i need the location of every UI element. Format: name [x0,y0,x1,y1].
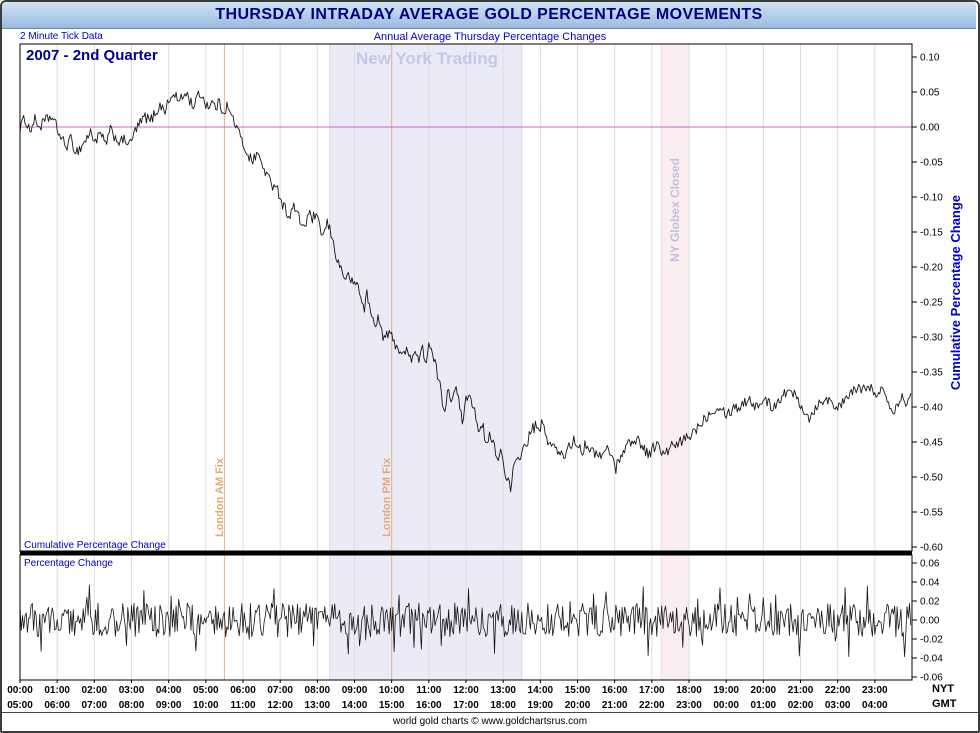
y-tick-label: -0.60 [920,543,943,554]
x-label-gmt: 00:00 [713,700,739,711]
x-label-nyt: 10:00 [379,685,405,696]
gmt-axis-tag: GMT [932,698,957,710]
nyt-axis-tag: NYT [932,683,954,695]
cumulative-series [19,90,912,493]
x-label-gmt: 21:00 [602,700,628,711]
london-pm-fix-label: London PM Fix [381,458,393,537]
y-tick-label: -0.35 [920,368,943,379]
y-tick-label: 0.00 [920,616,940,627]
chart-subtitle: Annual Average Thursday Percentage Chang… [373,31,607,43]
y-tick-label: -0.45 [920,438,943,449]
x-label-gmt: 08:00 [119,700,145,711]
y-tick-label: 0.00 [920,123,940,134]
y-tick-label: 0.10 [920,53,940,64]
footer-divider [2,712,978,713]
y-tick-label: -0.15 [920,228,943,239]
y-tick-label: -0.40 [920,403,943,414]
x-label-nyt: 21:00 [788,685,814,696]
percentage-panel-label: Percentage Change [24,558,113,569]
x-label-nyt: 11:00 [416,685,441,696]
x-label-gmt: 16:00 [416,700,442,711]
y-tick-label: -0.04 [920,654,943,665]
x-label-gmt: 01:00 [751,700,777,711]
panel-divider [20,551,912,555]
x-label-nyt: 07:00 [267,685,293,696]
london-am-fix-label: London AM Fix [214,458,226,538]
x-label-nyt: 05:00 [193,685,219,696]
x-label-nyt: 13:00 [490,685,516,696]
x-label-gmt: 06:00 [44,700,70,711]
x-label-gmt: 17:00 [453,700,479,711]
x-label-nyt: 23:00 [862,685,888,696]
x-label-nyt: 20:00 [751,685,777,696]
x-label-nyt: 17:00 [639,685,665,696]
x-label-gmt: 04:00 [862,700,888,711]
ny-trading-label: New York Trading [355,49,499,68]
x-label-nyt: 15:00 [565,685,591,696]
y-tick-label: 0.05 [920,88,940,99]
globex-closed-label: NY Globex Closed [668,158,682,262]
x-label-nyt: 08:00 [305,685,331,696]
x-label-gmt: 23:00 [676,700,702,711]
x-label-gmt: 22:00 [639,700,665,711]
x-label-gmt: 19:00 [528,700,554,711]
y-tick-label: 0.02 [920,597,940,608]
cumulative-panel-label: Cumulative Percentage Change [24,540,166,551]
x-label-nyt: 12:00 [453,685,479,696]
y-tick-label: -0.25 [920,298,943,309]
y-tick-label: -0.50 [920,473,943,484]
x-label-nyt: 06:00 [230,685,256,696]
x-label-gmt: 05:00 [7,700,33,711]
y-axis-title: Cumulative Percentage Change [948,195,963,391]
x-label-nyt: 01:00 [44,685,70,696]
percentage-change-series [19,584,912,658]
x-label-nyt: 04:00 [156,685,182,696]
x-label-gmt: 11:00 [230,700,255,711]
y-tick-label: -0.05 [920,158,943,169]
y-tick-label: 0.06 [920,559,940,570]
x-label-nyt: 22:00 [825,685,851,696]
x-label-nyt: 09:00 [342,685,368,696]
x-label-gmt: 03:00 [825,700,851,711]
x-label-nyt: 16:00 [602,685,628,696]
x-label-gmt: 15:00 [379,700,405,711]
title-bar: THURSDAY INTRADAY AVERAGE GOLD PERCENTAG… [2,2,976,29]
x-label-gmt: 14:00 [342,700,368,711]
footer-credit: world gold charts © www.goldchartsrus.co… [392,716,588,727]
x-label-nyt: 00:00 [7,685,33,696]
chart-title: THURSDAY INTRADAY AVERAGE GOLD PERCENTAG… [215,6,763,23]
x-label-nyt: 03:00 [119,685,145,696]
x-label-nyt: 18:00 [676,685,702,696]
y-tick-label: -0.10 [920,193,943,204]
x-label-gmt: 07:00 [82,700,108,711]
period-label: 2007 - 2nd Quarter [26,47,158,64]
y-tick-label: -0.02 [920,635,943,646]
ny-trading-band [329,555,522,680]
tick-data-label: 2 Minute Tick Data [20,31,103,42]
x-label-gmt: 18:00 [490,700,516,711]
y-tick-label: -0.30 [920,333,943,344]
x-label-gmt: 09:00 [156,700,182,711]
x-label-gmt: 10:00 [193,700,219,711]
y-tick-label: -0.20 [920,263,943,274]
x-label-gmt: 12:00 [267,700,293,711]
globex-closed-band [661,555,689,680]
y-tick-label: -0.55 [920,508,943,519]
globex-closed-band [661,44,689,551]
x-label-nyt: 02:00 [82,685,108,696]
ny-trading-band [329,44,522,551]
x-label-nyt: 19:00 [713,685,739,696]
x-label-gmt: 20:00 [565,700,591,711]
x-label-gmt: 02:00 [788,700,814,711]
x-label-nyt: 14:00 [528,685,554,696]
y-tick-label: -0.06 [920,673,943,684]
x-label-gmt: 13:00 [305,700,331,711]
y-tick-label: 0.04 [920,578,940,589]
